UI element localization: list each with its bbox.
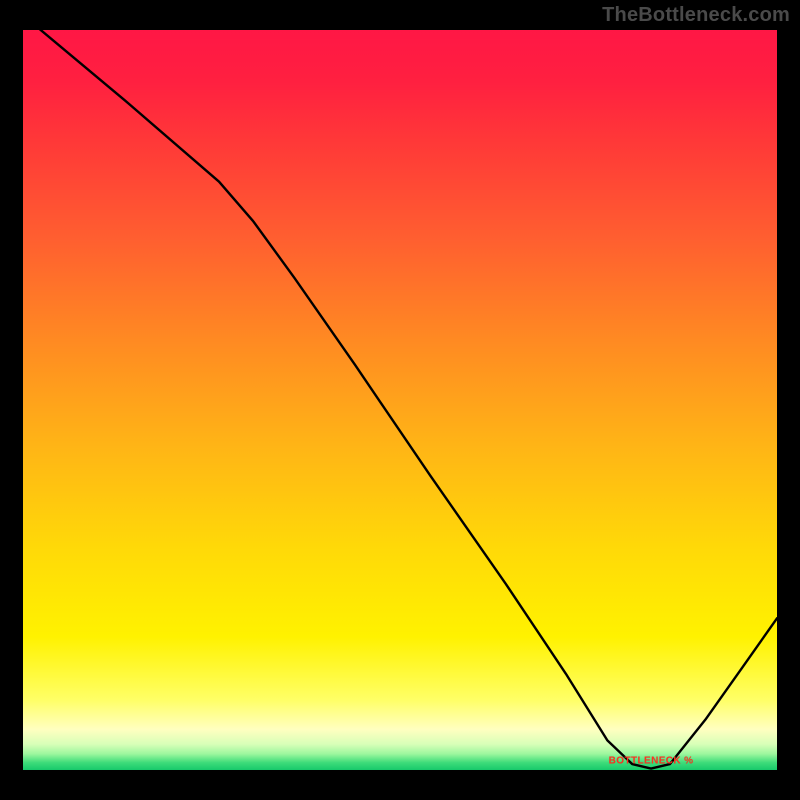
bottleneck-chart: BOTTLENECK % xyxy=(23,30,777,770)
attribution-text: TheBottleneck.com xyxy=(602,4,790,27)
chart-background xyxy=(23,30,777,770)
chart-svg xyxy=(23,30,777,770)
min-marker-label: BOTTLENECK % xyxy=(609,756,694,767)
